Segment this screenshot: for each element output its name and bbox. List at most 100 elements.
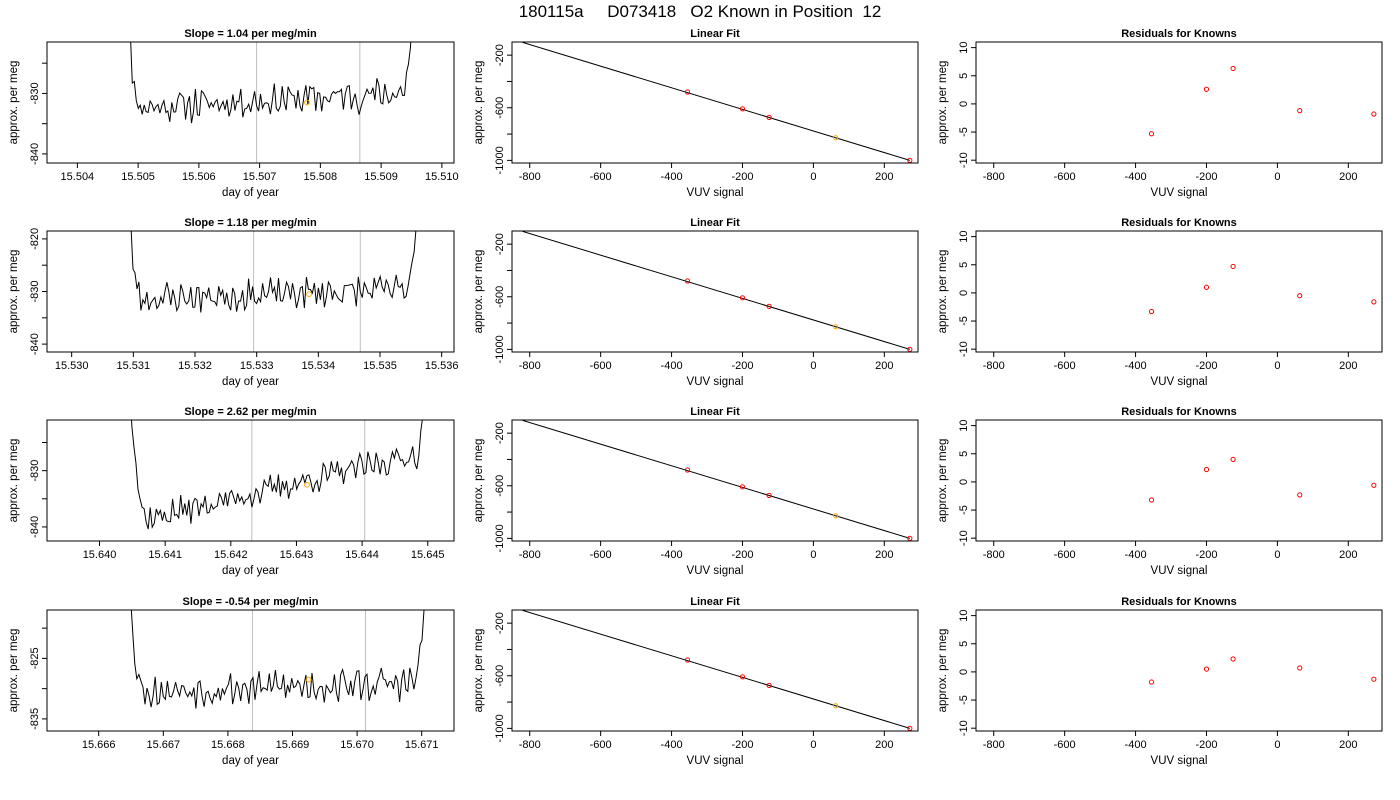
x-tick-label: -800 [983,739,1005,751]
x-tick-label: 15.644 [345,549,379,561]
x-tick-label: 0 [810,171,816,183]
known-point [1148,308,1155,315]
known-point [684,89,691,95]
panel-timeseries-row-4: Slope = -0.54 per meg/min 15.666 15.667 15.… [8,596,455,767]
y-tick-label: -1000 [494,714,506,742]
panel-title: Residuals for Knowns [1121,406,1237,418]
plot-area [1148,456,1377,503]
x-tick-label: -600 [1054,739,1076,751]
x-tick-label: -200 [731,360,753,372]
y-tick-label: 5 [958,451,970,457]
highlighted-point [833,135,839,141]
x-tick-label: -200 [1195,549,1217,561]
highlighted-point [833,324,839,330]
known-point [684,657,691,663]
y-tick-label: 5 [958,262,970,268]
x-axis-label: VUV signal [687,187,744,199]
fit-line [522,610,910,729]
x-tick-label: 15.534 [302,360,336,372]
panel-title: Residuals for Knowns [1121,596,1237,608]
x-tick-label: -600 [590,171,612,183]
y-axis-label: approx. per meg [8,61,20,145]
panel-title: Slope = -0.54 per meg/min [182,596,318,608]
x-tick-label: -400 [661,360,683,372]
plot-area [522,610,913,731]
y-axis-label: approx. per meg [8,629,20,713]
panel-title: Residuals for Knowns [1121,217,1237,229]
y-axis-label: approx. per meg [473,250,485,334]
x-tick-label: 15.505 [121,171,155,183]
x-tick-label: 15.640 [83,549,117,561]
sample-marker [306,291,312,298]
plot-area [130,231,417,352]
fit-line [522,420,910,539]
x-tick-label: 15.643 [280,549,314,561]
x-tick-label: -600 [590,549,612,561]
panel-residuals-row-1: Residuals for Knowns -800 -600 -400 -200 0 200… [937,28,1383,199]
y-tick-label: -5 [958,316,970,326]
panel-residuals-row-2: Residuals for Knowns -800 -600 -400 -200 0 200… [937,217,1383,388]
y-tick-label: -600 [494,665,506,687]
known-point [1371,299,1377,305]
known-point [1230,263,1236,270]
known-point [907,725,913,731]
panel-frame [975,230,1383,353]
plot-area [522,420,913,541]
panel-residuals-row-3: Residuals for Knowns -800 -600 -400 -200 0 200… [937,406,1383,577]
y-tick-label: -840 [29,143,41,165]
y-tick-label: -600 [494,475,506,497]
y-axis-label: approx. per meg [937,61,949,145]
y-tick-label: -5 [958,505,970,515]
x-tick-label: -400 [661,739,683,751]
x-tick-label: -400 [661,549,683,561]
panel-frame [511,609,919,732]
y-tick-label: -10 [958,341,970,357]
x-tick-label: 15.504 [61,171,95,183]
x-tick-label: 200 [1339,171,1357,183]
x-tick-label: -600 [1054,549,1076,561]
known-point [1230,65,1236,72]
y-tick-label: 10 [958,610,970,622]
x-tick-label: -200 [1195,171,1217,183]
known-point [739,674,746,680]
panel-timeseries-row-1: Slope = 1.04 per meg/min 15.504 15.505 15.5… [8,28,459,199]
x-axis-label: VUV signal [687,565,744,577]
known-point [1148,497,1155,503]
x-tick-label: 0 [810,360,816,372]
y-tick-label: -200 [494,233,506,255]
y-tick-label: -830 [29,82,41,104]
x-axis-label: VUV signal [687,376,744,388]
y-tick-label: -200 [494,422,506,444]
panel-title: Slope = 2.62 per meg/min [184,406,317,418]
x-tick-label: -800 [983,549,1005,561]
y-tick-label: 0 [958,101,970,107]
x-tick-label: 200 [875,739,893,751]
x-tick-label: 200 [1339,360,1357,372]
known-point [1230,456,1236,462]
panel-title: Slope = 1.04 per meg/min [184,28,317,40]
x-tick-label: -600 [590,739,612,751]
known-point [1148,131,1155,137]
y-axis-label: approx. per meg [937,439,949,523]
known-point [1371,111,1377,117]
panel-title: Linear Fit [690,596,740,608]
y-axis-label: approx. per meg [473,61,485,145]
y-tick-label: -600 [494,286,506,308]
y-tick-label: -825 [29,647,41,669]
data-trace [130,610,425,709]
x-tick-label: 15.531 [117,360,151,372]
y-tick-label: 10 [958,231,970,243]
x-tick-label: 15.671 [405,739,439,751]
y-tick-label: 0 [958,479,970,485]
known-point [1297,293,1303,299]
x-tick-label: 15.535 [363,360,397,372]
panel-frame [975,419,1383,542]
y-tick-label: -1000 [494,335,506,363]
x-tick-label: -400 [1125,360,1147,372]
y-tick-label: 10 [958,42,970,54]
x-tick-label: -600 [1054,360,1076,372]
known-point [684,278,691,284]
x-tick-label: -800 [519,360,541,372]
